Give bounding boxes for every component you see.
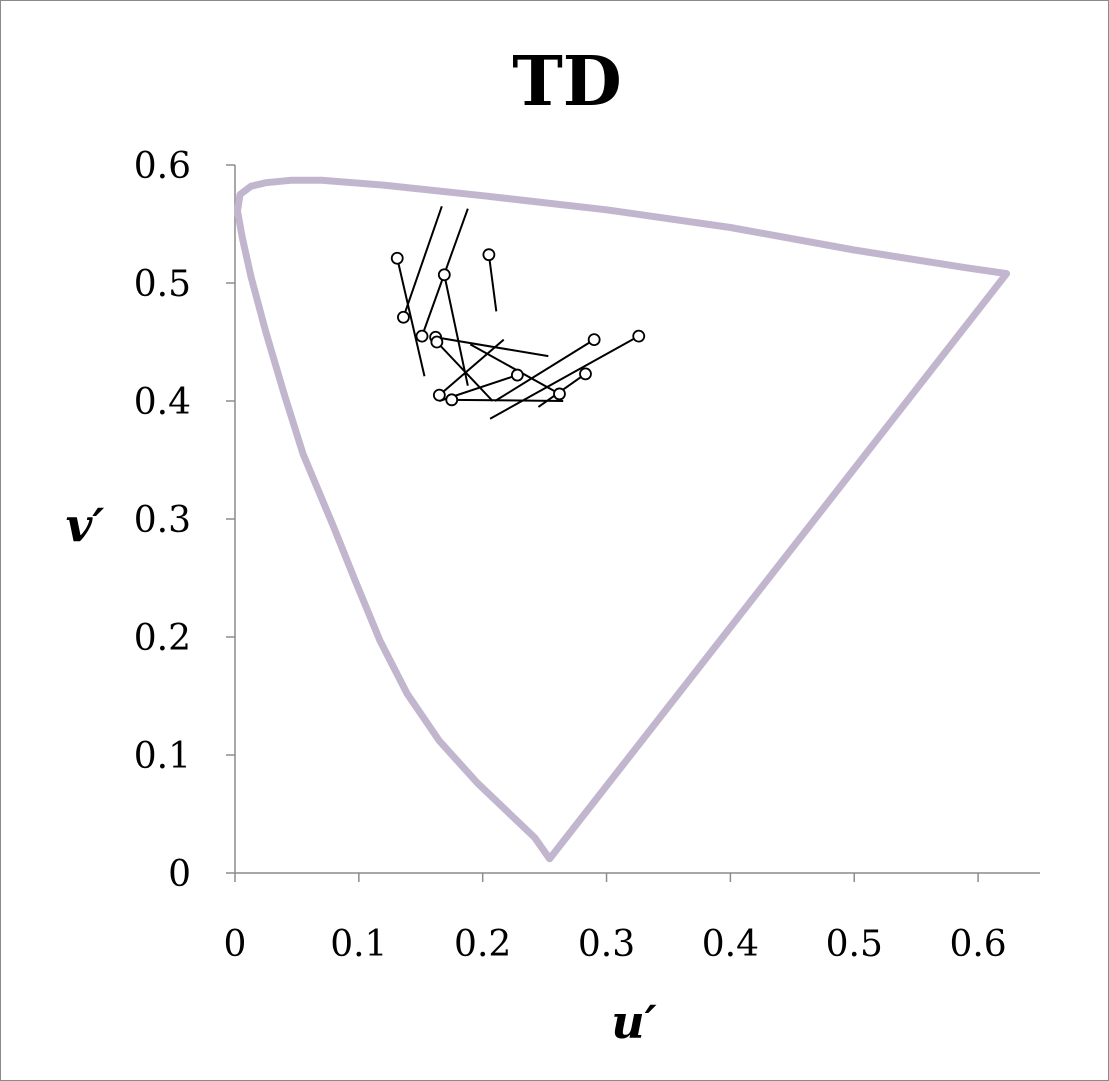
vector-line	[451, 398, 564, 402]
chart-title: TD	[512, 42, 622, 122]
vector-line	[494, 338, 595, 402]
data-point	[430, 335, 444, 349]
spectrum-locus	[234, 176, 1011, 863]
y-tick-label: 0.4	[134, 382, 191, 423]
y-tick-label: 0.1	[134, 736, 191, 777]
x-tick-label: 0.6	[949, 924, 1006, 965]
vector-line	[489, 335, 640, 420]
vector-line	[438, 338, 505, 396]
y-tick-label: 0.3	[134, 500, 191, 541]
data-point	[437, 268, 451, 282]
vector-line	[487, 254, 498, 312]
vector-line	[396, 257, 426, 377]
y-tick-label: 0.5	[134, 264, 191, 305]
x-tick-label: 0.5	[826, 924, 883, 965]
axes: 0 0.1 0.2 0.3 0.4 0.5 0.6 0 0.1 0.2 0.3 0.4 0.5 0.6	[134, 146, 1040, 965]
x-tick-label: 0.4	[702, 924, 759, 965]
x-tick-label: 0.3	[578, 924, 635, 965]
data-point	[432, 388, 446, 402]
data-point	[553, 387, 566, 401]
data-point	[390, 251, 404, 265]
data-point	[579, 367, 592, 381]
data-point	[482, 248, 496, 262]
data-point	[397, 310, 410, 324]
data-point	[632, 329, 646, 343]
x-tick-label: 0.2	[454, 924, 511, 965]
data-point	[445, 393, 459, 407]
x-axis-title: u′	[611, 995, 657, 1049]
y-tick-label: 0.6	[134, 146, 191, 187]
data-point	[587, 333, 601, 347]
vector-line	[435, 336, 549, 358]
y-tick-label: 0.2	[134, 618, 191, 659]
data-point	[415, 329, 429, 343]
x-tick-label: 0	[224, 924, 247, 965]
data-vectors	[390, 205, 646, 420]
y-tick-label: 0	[168, 854, 191, 895]
vector-line	[443, 274, 469, 386]
vector-line	[402, 205, 443, 318]
x-tick-label: 0.1	[330, 924, 387, 965]
y-axis-title: v′	[66, 498, 105, 552]
data-point	[510, 368, 524, 382]
locus-curve	[234, 176, 1011, 863]
